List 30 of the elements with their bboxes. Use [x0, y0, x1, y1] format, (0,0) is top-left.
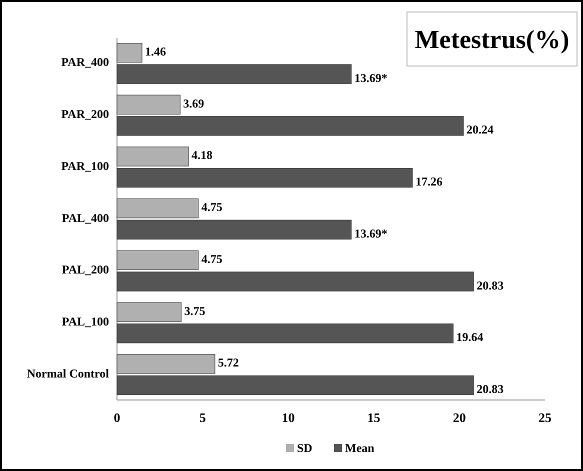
data-label: 13.69*: [354, 70, 388, 85]
y-tick-label: PAL_400: [62, 210, 109, 225]
data-label: 4.75: [201, 200, 222, 214]
legend-label: Mean: [345, 441, 375, 455]
data-label: 19.64: [456, 330, 484, 344]
x-tick-label: 15: [367, 410, 381, 425]
data-label: 13.69*: [354, 226, 388, 240]
data-label: 4.75: [201, 252, 222, 266]
data-label: 4.18: [192, 148, 213, 162]
data-label: 20.83: [476, 382, 504, 396]
data-label: 20.83: [476, 278, 504, 292]
y-tick-label: PAR_200: [61, 107, 109, 122]
x-tick-label: 10: [282, 410, 295, 425]
y-tick-label: Normal Control: [26, 366, 110, 380]
data-label: 3.69: [183, 96, 204, 110]
x-tick-label: 25: [538, 410, 552, 425]
y-tick-label: PAR_400: [61, 55, 109, 70]
y-tick-label: PAL_100: [62, 314, 109, 328]
y-tick-label: PAL_200: [62, 262, 109, 277]
x-tick-label: 0: [114, 410, 120, 425]
data-label: 3.75: [184, 304, 206, 318]
legend-label: SD: [297, 441, 313, 455]
y-tick-label: PAR_100: [61, 158, 109, 173]
x-tick-label: 5: [199, 410, 206, 425]
data-label: 20.24: [466, 122, 494, 137]
chart-title: Metestrus(%): [414, 25, 570, 54]
data-label: 5.72: [218, 356, 239, 370]
x-tick-label: 20: [452, 410, 466, 425]
data-label: 17.26: [415, 174, 442, 189]
data-label: 1.46: [144, 44, 166, 59]
